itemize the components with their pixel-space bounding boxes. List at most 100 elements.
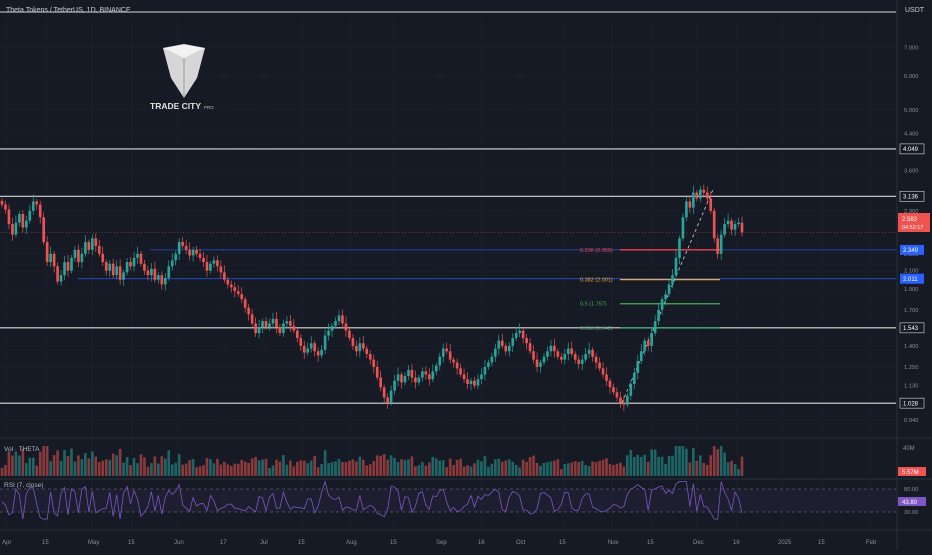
price-axis[interactable]: 7.0006.0005.0004.4003.6002.9002.3002.100… — [899, 45, 925, 516]
candle-body — [375, 366, 379, 378]
volume-bar — [396, 462, 400, 476]
volume-bar — [59, 460, 63, 476]
volume-bar — [629, 449, 633, 476]
volume-bar — [615, 463, 619, 476]
candle-body — [63, 262, 66, 276]
candle-body — [726, 220, 730, 225]
level-badge-label: 3.136 — [903, 194, 919, 200]
candle-body — [480, 374, 483, 380]
candle-body — [490, 356, 494, 363]
volume-bar — [612, 465, 615, 476]
candle-body — [282, 323, 285, 334]
volume-bar — [104, 459, 108, 476]
candle-body — [528, 343, 532, 352]
rsi-label[interactable]: RSI (7, close) — [4, 482, 43, 489]
volume-bar — [639, 456, 643, 476]
volume-bar — [556, 459, 560, 476]
candle-body — [4, 204, 7, 210]
volume-bar — [400, 459, 403, 476]
volume-bar — [393, 457, 396, 476]
candle-body — [59, 275, 63, 282]
volume-bar — [434, 458, 438, 476]
volume-bar — [692, 447, 695, 476]
candle-body — [243, 299, 247, 308]
candle-body — [236, 291, 240, 295]
volume-bar — [229, 466, 233, 476]
candle-body — [264, 321, 268, 327]
volume-bar — [70, 448, 73, 476]
volume-bar — [407, 459, 410, 476]
candle-body — [45, 242, 49, 263]
candle-body — [740, 222, 744, 233]
volume-bar — [80, 459, 84, 476]
volume-bar — [11, 455, 14, 476]
level-badge — [899, 190, 925, 202]
volume-bar — [608, 464, 612, 476]
candle-body — [313, 343, 316, 352]
candle-body — [712, 210, 716, 239]
price-tick-label: 5.000 — [904, 108, 919, 114]
candle-body — [518, 330, 521, 334]
volume-bar — [295, 461, 299, 476]
candle-body — [403, 376, 407, 383]
volume-bar — [129, 465, 132, 476]
blue-level-badge — [900, 244, 924, 255]
volume-bar — [348, 460, 351, 476]
candle-body — [223, 272, 226, 280]
candle-body — [452, 359, 455, 363]
candle-body — [650, 333, 653, 346]
time-axis[interactable]: Apr 15 May 15 Jun 17 Jul 15 Aug 15 Sep 16 Oct 15 Nov 15… — [2, 540, 877, 546]
candle-body — [202, 257, 205, 263]
volume-bar — [278, 461, 282, 476]
volume-bar — [584, 465, 587, 476]
volume-bar — [101, 460, 105, 476]
volume-bar — [685, 448, 688, 476]
candle-body — [150, 268, 153, 276]
candle-body — [87, 242, 91, 250]
volume-bar — [341, 461, 344, 476]
volume-bar — [261, 459, 264, 476]
candle-body — [229, 284, 233, 288]
level-badge-label: 1.543 — [903, 326, 919, 332]
currency-label[interactable]: USDT — [905, 7, 925, 14]
candle-body — [188, 249, 191, 256]
candle-body — [143, 263, 146, 271]
volume-bar — [268, 467, 271, 476]
price-tick-label: 1.400 — [904, 344, 919, 350]
volume-bar — [316, 467, 320, 476]
volume-label[interactable]: Vol · THETA — [4, 446, 40, 453]
candle-body — [0, 200, 4, 205]
candle-body — [473, 380, 476, 386]
candle-body — [66, 262, 70, 271]
candle-body — [289, 321, 292, 326]
volume-bar — [132, 457, 136, 476]
volume-bar — [636, 454, 640, 476]
symbol-title[interactable]: Theta Tokens / TetherUS, 1D, BINANCE — [6, 7, 131, 14]
volume-bar — [125, 457, 129, 476]
volume-bar — [0, 467, 4, 476]
date-tick-label: Aug — [346, 540, 357, 546]
candle-body — [139, 253, 143, 264]
logo-brand-text: TRADE CITY — [150, 101, 201, 111]
volume-bar — [285, 464, 289, 476]
candle-body — [535, 359, 539, 367]
volume-bar — [657, 456, 660, 476]
volume-bar — [382, 454, 386, 476]
candle-body — [108, 263, 112, 271]
volume-bar — [177, 454, 181, 476]
candle-body — [389, 390, 393, 403]
volume-bar — [591, 461, 594, 476]
candle-body — [11, 224, 14, 235]
volume-bar — [466, 465, 469, 476]
candle-body — [424, 371, 428, 375]
candle-body — [320, 349, 323, 356]
volume-bars — [0, 446, 744, 476]
candle-body — [667, 284, 671, 295]
candle-body — [577, 359, 581, 364]
candle-body — [181, 242, 184, 246]
candle-body — [302, 345, 306, 353]
candle-body — [705, 192, 709, 199]
volume-bar — [334, 461, 337, 476]
